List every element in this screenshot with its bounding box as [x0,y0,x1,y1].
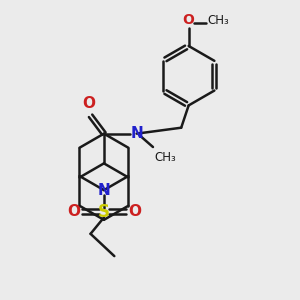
Text: CH₃: CH₃ [207,14,229,27]
Text: N: N [130,126,143,141]
Text: S: S [98,202,110,220]
Text: O: O [82,96,96,111]
Text: N: N [98,183,110,198]
Text: CH₃: CH₃ [154,151,176,164]
Text: O: O [128,204,141,219]
Text: O: O [183,13,195,27]
Text: O: O [67,204,80,219]
